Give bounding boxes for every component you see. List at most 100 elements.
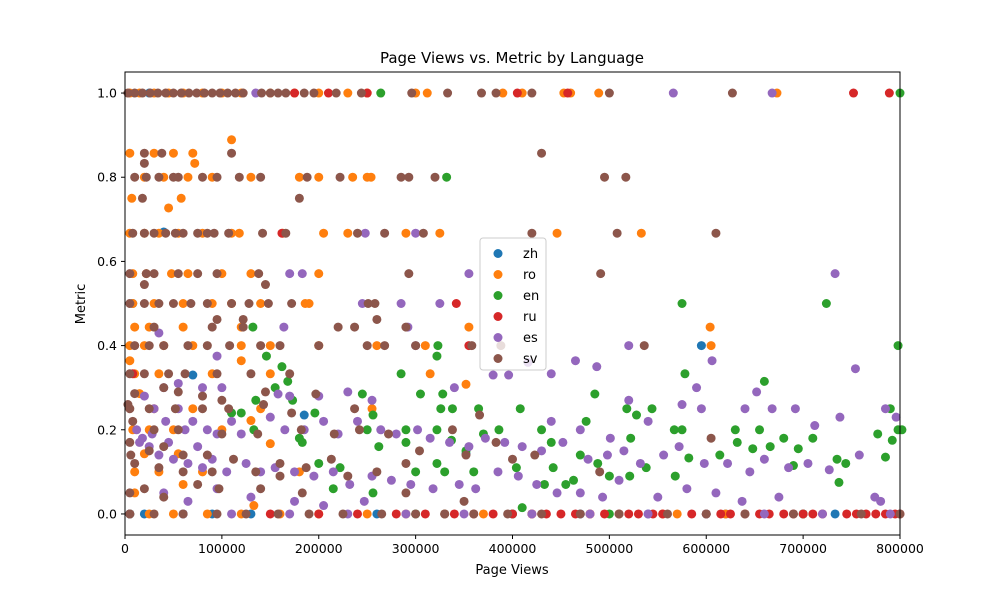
point-sv bbox=[159, 383, 169, 393]
point-es bbox=[619, 446, 629, 456]
point-es bbox=[532, 479, 542, 489]
point-es bbox=[279, 322, 289, 332]
point-es bbox=[202, 425, 212, 435]
point-sv bbox=[241, 509, 251, 519]
point-en bbox=[433, 341, 443, 351]
point-es bbox=[464, 269, 474, 279]
point-sv bbox=[275, 471, 285, 481]
point-es bbox=[885, 509, 895, 519]
point-ru bbox=[449, 509, 459, 519]
point-sv bbox=[137, 88, 147, 98]
point-es bbox=[198, 463, 207, 473]
point-sv bbox=[706, 433, 716, 443]
point-en bbox=[261, 351, 271, 361]
point-en bbox=[374, 442, 384, 452]
point-sv bbox=[125, 488, 135, 498]
point-sv bbox=[377, 509, 387, 519]
point-es bbox=[212, 351, 222, 361]
point-en bbox=[626, 433, 636, 443]
point-es bbox=[668, 88, 678, 98]
point-ru bbox=[512, 88, 522, 98]
point-en bbox=[283, 376, 293, 386]
point-sv bbox=[527, 88, 537, 98]
point-en bbox=[647, 404, 657, 414]
point-ro bbox=[236, 356, 246, 366]
point-en bbox=[779, 433, 789, 443]
point-en bbox=[841, 458, 851, 468]
point-sv bbox=[238, 314, 248, 324]
point-en bbox=[368, 410, 378, 420]
point-sv bbox=[137, 193, 147, 203]
point-ro bbox=[300, 299, 310, 308]
point-sv bbox=[281, 88, 291, 98]
y-tick-label: 0.8 bbox=[97, 170, 117, 185]
point-ro bbox=[372, 341, 382, 351]
point-sv bbox=[447, 425, 457, 435]
point-sv bbox=[430, 172, 440, 182]
point-es bbox=[193, 442, 203, 452]
point-sv bbox=[149, 322, 159, 332]
point-ro bbox=[190, 158, 200, 168]
point-sv bbox=[161, 88, 171, 98]
point-sv bbox=[225, 341, 235, 351]
point-en bbox=[893, 341, 903, 351]
point-sv bbox=[144, 404, 154, 414]
point-es bbox=[635, 458, 645, 468]
point-sv bbox=[159, 442, 169, 452]
point-en bbox=[575, 450, 585, 460]
point-es bbox=[711, 488, 721, 498]
point-zh bbox=[188, 370, 198, 380]
point-sv bbox=[491, 88, 501, 98]
point-es bbox=[343, 387, 353, 397]
point-en bbox=[546, 437, 556, 447]
point-sv bbox=[178, 228, 188, 238]
point-es bbox=[459, 509, 469, 519]
point-sv bbox=[326, 454, 336, 464]
point-sv bbox=[139, 228, 149, 238]
point-sv bbox=[404, 269, 414, 279]
point-ro bbox=[552, 228, 562, 238]
point-ru bbox=[624, 509, 634, 519]
point-es bbox=[707, 356, 717, 366]
point-sv bbox=[372, 314, 382, 324]
point-ro bbox=[188, 148, 198, 158]
point-sv bbox=[173, 172, 183, 182]
point-en bbox=[401, 437, 411, 447]
point-es bbox=[290, 467, 300, 477]
point-en bbox=[314, 458, 324, 468]
point-en bbox=[277, 362, 287, 372]
point-sv bbox=[256, 341, 266, 351]
point-sv bbox=[141, 269, 151, 279]
point-en bbox=[436, 404, 446, 414]
point-sv bbox=[168, 88, 178, 98]
point-es bbox=[737, 496, 747, 506]
point-ro bbox=[435, 228, 445, 238]
point-ro bbox=[314, 172, 324, 182]
point-es bbox=[602, 450, 612, 460]
point-ro bbox=[125, 148, 135, 158]
point-sv bbox=[265, 88, 275, 98]
point-sv bbox=[123, 88, 133, 98]
point-es bbox=[454, 479, 464, 489]
point-es bbox=[752, 387, 762, 397]
point-sv bbox=[401, 458, 411, 468]
point-en bbox=[511, 463, 521, 473]
point-sv bbox=[354, 425, 364, 435]
point-en bbox=[236, 408, 246, 418]
point-sv bbox=[173, 269, 183, 279]
point-sv bbox=[223, 88, 233, 98]
point-sv bbox=[275, 458, 285, 468]
x-tick-label: 100000 bbox=[198, 541, 246, 556]
point-sv bbox=[154, 299, 164, 308]
point-sv bbox=[467, 341, 477, 351]
point-es bbox=[285, 509, 295, 519]
point-sv bbox=[207, 322, 217, 332]
point-sv bbox=[285, 369, 295, 379]
point-sv bbox=[600, 172, 610, 182]
point-sv bbox=[139, 280, 149, 290]
point-sv bbox=[238, 88, 248, 98]
point-en bbox=[759, 376, 769, 386]
y-tick-label: 0.2 bbox=[97, 422, 117, 437]
point-ro bbox=[636, 228, 646, 238]
point-ro bbox=[461, 379, 471, 389]
